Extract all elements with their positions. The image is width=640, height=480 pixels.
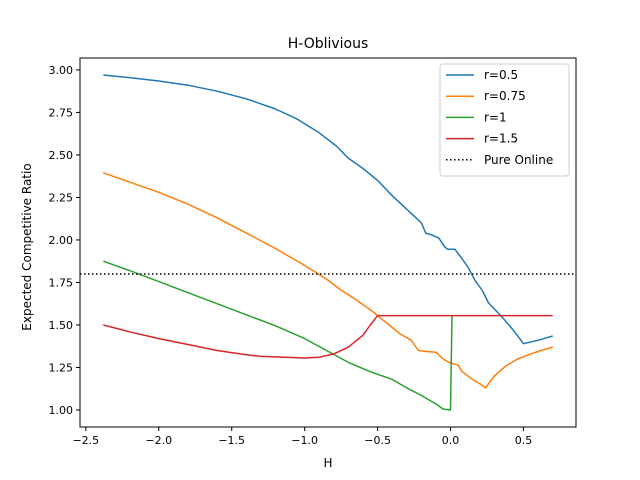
ticks-layer: −2.5 −2.0 −1.5 −1.0 −0.5 0.0 0.5 1.00 1.25 1.50 1.… [49,64,533,447]
y-tick-label: 2.00 [49,234,74,247]
legend-label-r-0-5: r=0.5 [484,68,518,82]
y-axis-label: Expected Competitive Ratio [20,163,34,330]
x-tick-label: −1.0 [291,434,318,447]
y-tick-label: 2.50 [49,149,74,162]
x-tick-label: −2.5 [72,434,99,447]
y-tick-label: 2.75 [49,106,74,119]
series-line-r-1 [103,260,453,411]
series-layer [80,74,576,411]
legend-box [439,63,570,177]
x-axis-label: H [323,456,332,470]
y-tick-label: 1.00 [49,404,74,417]
legend-label-r-1-5: r=1.5 [484,132,518,146]
y-tick-label: 1.75 [49,276,74,289]
x-tick-label: −1.5 [218,434,245,447]
y-tick-label: 1.50 [49,319,74,332]
y-tick-label: 3.00 [49,64,74,77]
series-line-r-0-5 [103,74,553,345]
series-line-r-1-5 [103,314,553,359]
x-tick-label: 0.5 [515,434,533,447]
legend: r=0.5 r=0.75 r=1 r=1.5 Pure Online [439,63,570,177]
y-tick-label: 1.25 [49,361,74,374]
x-tick-label: −2.0 [145,434,172,447]
y-tick-label: 2.25 [49,191,74,204]
x-tick-label: 0.0 [442,434,460,447]
plot-area-frame [79,57,577,428]
x-tick-label: −0.5 [364,434,391,447]
legend-label-r-1: r=1 [484,110,507,124]
chart-title: H-Oblivious [288,36,369,52]
series-line-r-0-75 [103,172,553,389]
legend-label-pure-online: Pure Online [484,153,553,167]
legend-label-r-0-75: r=0.75 [484,89,526,103]
